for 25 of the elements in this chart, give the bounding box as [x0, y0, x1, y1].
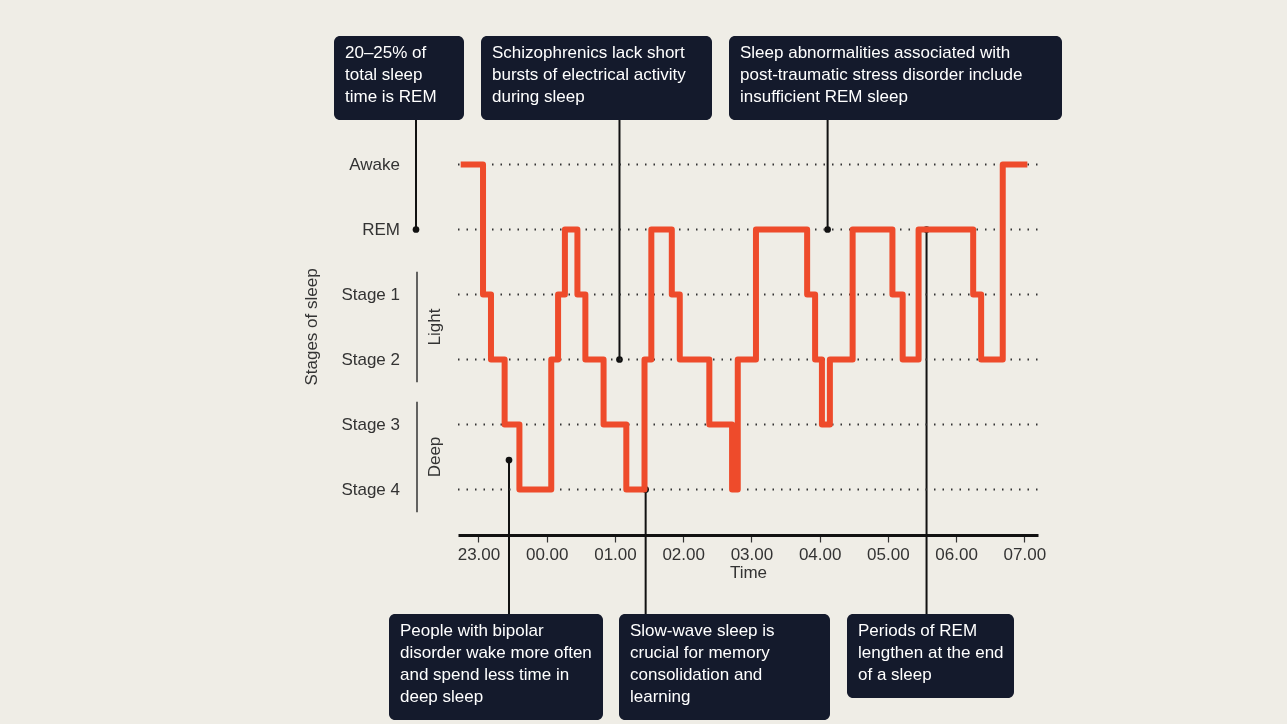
text: Deep [425, 436, 444, 478]
x-tick-label: 06.00 [935, 544, 978, 564]
annotation: Slow-wave sleep is crucial for memory consolidation and learning [630, 621, 775, 706]
text: REM [362, 219, 400, 239]
text: 20–25% of total sleep time is REM [345, 43, 437, 106]
x-tick-label: 04.00 [798, 544, 842, 564]
x-tick-label: 02.00 [662, 544, 705, 564]
text: Stage 1 [341, 284, 400, 304]
annotation: Periods of REM lengthen at the end of a sleep [858, 621, 1004, 684]
text: Stages of sleep [302, 268, 321, 386]
text: Awake [349, 154, 400, 174]
annotation: Schizophrenics lack short bursts of electrical activity during sleep [492, 43, 687, 106]
text: Light [425, 308, 444, 346]
annotation: Sleep abnormalities associated with post-traumatic stress disorder include insufficient REM sleep [740, 43, 1023, 106]
x-tick-label: 07.00 [1003, 544, 1047, 564]
x-axis-title: Time [729, 562, 768, 582]
text: People with bipolar disorder wake more often and spend less time in deep sleep [400, 621, 592, 706]
x-tick-label: 23.00 [457, 544, 501, 564]
x-tick-label: 00.00 [525, 544, 569, 564]
text: Stage 2 [341, 349, 400, 369]
x-tick-label: 05.00 [867, 544, 910, 564]
text: Stage 3 [341, 414, 400, 434]
x-tick-label: 01.00 [594, 544, 637, 564]
text: Stage 4 [341, 479, 400, 499]
x-tick-label: 03.00 [730, 544, 774, 564]
